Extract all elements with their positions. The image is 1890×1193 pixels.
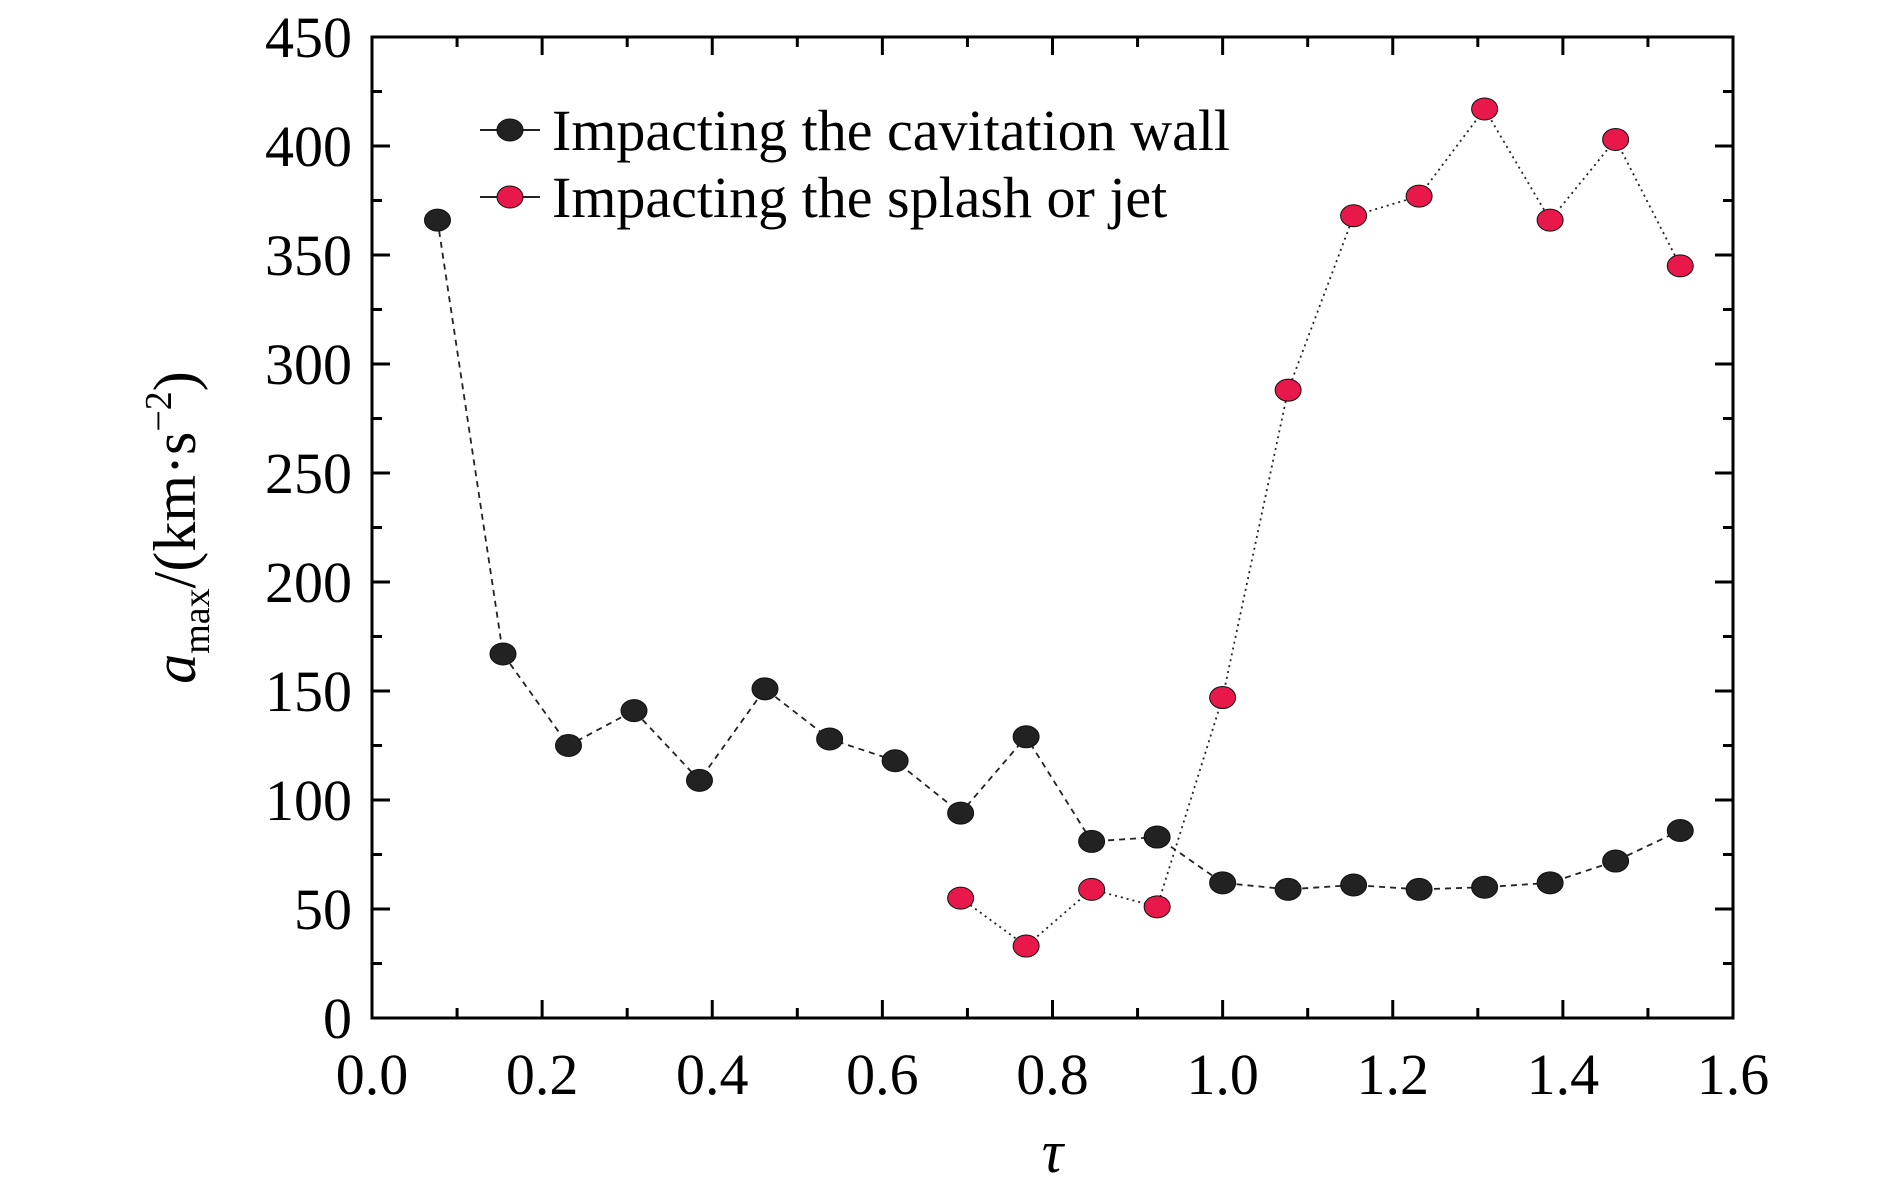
x-tick-label: 0.8: [1016, 1042, 1089, 1107]
data-point: [881, 749, 909, 773]
y-axis-title: amax/(km·s−2): [138, 371, 218, 684]
axis-titles: τ amax/(km·s−2): [138, 371, 1066, 1185]
data-point: [1012, 934, 1040, 958]
data-point: [1666, 254, 1694, 278]
axes: 0.0 0.2 0.4 0.6 0.8 1.0 1.2 1.4 1.6 0 50 100 150 200 2…: [265, 5, 1769, 1107]
y-axis-title-unit: /(km·s: [142, 432, 208, 589]
series-layer: [423, 97, 1694, 958]
data-point: [1405, 877, 1433, 901]
data-point: [685, 768, 713, 792]
x-axis-title: τ: [1042, 1119, 1066, 1185]
y-tick-label: 350: [265, 223, 352, 288]
legend-marker: [496, 185, 524, 209]
data-point: [1012, 725, 1040, 749]
data-point: [1209, 871, 1237, 895]
data-point: [947, 801, 975, 825]
x-tick-label: 0.4: [676, 1042, 749, 1107]
data-point: [554, 734, 582, 757]
data-point: [1471, 97, 1499, 121]
data-point: [1536, 208, 1564, 232]
y-axis-title-exponent: −2: [138, 391, 180, 431]
x-tick-label: 0.6: [846, 1042, 919, 1107]
data-point: [1143, 895, 1171, 919]
x-tick-label: 1.6: [1697, 1042, 1770, 1107]
data-point: [1536, 871, 1564, 895]
y-tick-label: 250: [265, 441, 352, 506]
y-tick-label: 100: [265, 768, 352, 833]
x-tick-label: 0.0: [336, 1042, 409, 1107]
data-point: [620, 699, 648, 723]
data-point: [1602, 849, 1630, 873]
data-point: [1078, 877, 1106, 901]
data-point: [1078, 829, 1106, 853]
data-point: [1209, 686, 1237, 710]
legend-label: Impacting the cavitation wall: [552, 98, 1230, 163]
x-tick-label: 0.2: [506, 1042, 579, 1107]
series-line-0: [436, 219, 1681, 891]
y-tick-label: 450: [265, 5, 352, 70]
data-point: [1602, 127, 1630, 151]
x-tick-label: 1.4: [1527, 1042, 1600, 1107]
data-point: [816, 727, 844, 751]
data-point: [423, 208, 451, 232]
data-point: [1405, 184, 1433, 208]
y-tick-label: 0: [323, 986, 352, 1051]
data-point: [1340, 873, 1368, 897]
x-tick-label: 1.0: [1186, 1042, 1259, 1107]
data-point: [1666, 819, 1694, 843]
y-tick-label: 150: [265, 659, 352, 724]
data-point: [1274, 378, 1302, 402]
data-point: [1274, 877, 1302, 901]
y-axis-title-subscript: max: [176, 588, 218, 653]
y-tick-label: 200: [265, 550, 352, 615]
legend-marker: [496, 118, 524, 142]
data-point: [751, 677, 779, 701]
x-tick-label: 1.2: [1357, 1042, 1430, 1107]
data-point: [947, 886, 975, 910]
y-axis-title-base: a: [142, 654, 208, 684]
y-tick-label: 50: [294, 877, 352, 942]
y-axis-title-unit-close: ): [142, 371, 208, 391]
data-point: [1471, 875, 1499, 899]
series-line-1: [960, 107, 1682, 948]
y-tick-label: 400: [265, 114, 352, 179]
data-point: [1143, 825, 1171, 849]
data-point: [1340, 204, 1368, 228]
data-point: [489, 642, 517, 666]
legend-label: Impacting the splash or jet: [552, 165, 1167, 230]
y-tick-label: 300: [265, 332, 352, 397]
